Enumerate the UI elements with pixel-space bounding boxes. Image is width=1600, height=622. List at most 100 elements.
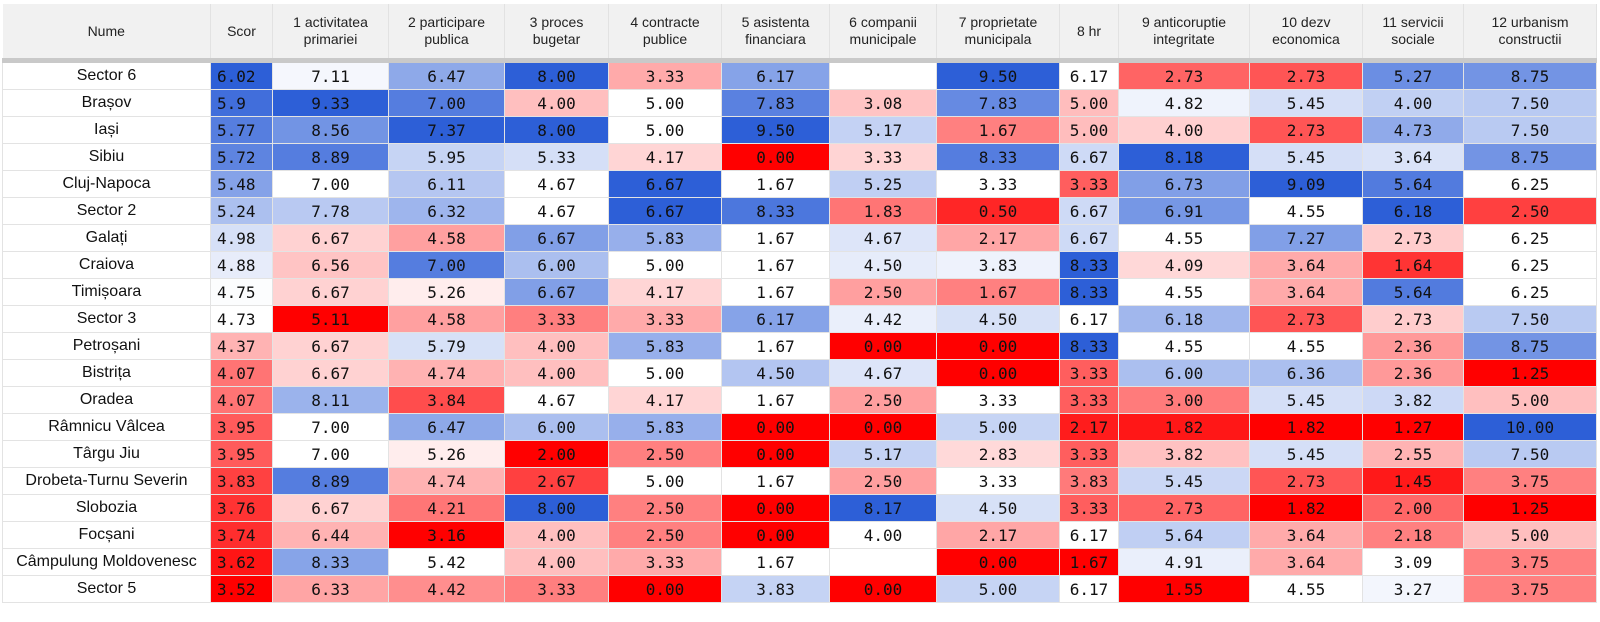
table-row: Bistrița 4.07 6.67 4.74 4.00 5.00 4.50 4.67 0.00…: [2, 359, 1597, 387]
column-header: Nume: [2, 4, 211, 63]
value-cell: 2.50: [608, 494, 722, 522]
column-header: 11 servicii sociale: [1362, 4, 1464, 63]
value-cell: [829, 548, 937, 576]
value-cell: 4.21: [388, 494, 505, 522]
value-cell: 4.09: [1118, 251, 1250, 279]
value-cell: 3.33: [608, 60, 722, 90]
value-cell: 6.17: [721, 60, 830, 90]
column-header: Scor: [210, 4, 273, 63]
value-cell: 5.42: [388, 548, 505, 576]
row-name: Sector 5: [2, 575, 211, 603]
value-cell: 6.18: [1118, 305, 1250, 333]
value-cell: 4.00: [829, 521, 937, 549]
value-cell: 3.62: [210, 548, 273, 576]
value-cell: 7.11: [272, 60, 389, 90]
value-cell: 5.45: [1249, 386, 1363, 414]
value-cell: 8.33: [272, 548, 389, 576]
table-row: Râmnicu Vâlcea 3.95 7.00 6.47 6.00 5.83 0.00 0.…: [2, 413, 1597, 441]
value-cell: 4.17: [608, 143, 722, 171]
value-cell: 6.67: [272, 224, 389, 252]
value-cell: 5.83: [608, 224, 722, 252]
value-cell: 6.25: [1463, 251, 1597, 279]
value-cell: 8.89: [272, 143, 389, 171]
value-cell: 4.50: [936, 494, 1060, 522]
value-cell: 1.67: [721, 224, 830, 252]
value-cell: 3.84: [388, 386, 505, 414]
value-cell: 3.27: [1362, 575, 1464, 603]
value-cell: 6.67: [608, 170, 722, 198]
value-cell: 3.83: [936, 251, 1060, 279]
value-cell: 0.00: [608, 575, 722, 603]
value-cell: 3.09: [1362, 548, 1464, 576]
value-cell: 2.50: [608, 521, 722, 549]
value-cell: 5.11: [272, 305, 389, 333]
value-cell: 5.17: [829, 440, 937, 468]
value-cell: 2.73: [1118, 494, 1250, 522]
value-cell: 2.36: [1362, 332, 1464, 360]
value-cell: 6.67: [272, 359, 389, 387]
table-row: Slobozia 3.76 6.67 4.21 8.00 2.50 0.00 8.17 4.50…: [2, 494, 1597, 522]
table-row: Drobeta-Turnu Severin 3.83 8.89 4.74 2.67 5.0…: [2, 467, 1597, 495]
value-cell: 1.55: [1118, 575, 1250, 603]
value-cell: 4.00: [504, 548, 609, 576]
row-name: Iași: [2, 116, 211, 144]
value-cell: 9.09: [1249, 170, 1363, 198]
value-cell: 6.17: [1059, 305, 1119, 333]
value-cell: 0.50: [936, 197, 1060, 225]
value-cell: 5.00: [1059, 116, 1119, 144]
value-cell: 8.33: [1059, 278, 1119, 306]
value-cell: 3.33: [608, 548, 722, 576]
value-cell: 9.50: [721, 116, 830, 144]
value-cell: 4.00: [504, 332, 609, 360]
row-name: Câmpulung Moldovenesc: [2, 548, 211, 576]
value-cell: 1.45: [1362, 467, 1464, 495]
value-cell: 1.64: [1362, 251, 1464, 279]
value-cell: 3.33: [1059, 359, 1119, 387]
value-cell: 4.91: [1118, 548, 1250, 576]
value-cell: 8.75: [1463, 332, 1597, 360]
value-cell: 8.11: [272, 386, 389, 414]
value-cell: 2.73: [1249, 60, 1363, 90]
value-cell: 10.00: [1463, 413, 1597, 441]
value-cell: 6.67: [272, 494, 389, 522]
value-cell: 0.00: [829, 332, 937, 360]
value-cell: 4.67: [829, 224, 937, 252]
value-cell: 4.07: [210, 386, 273, 414]
table-row: Petroșani 4.37 6.67 5.79 4.00 5.83 1.67 0.00 0.0…: [2, 332, 1597, 360]
value-cell: 6.36: [1249, 359, 1363, 387]
value-cell: 4.58: [388, 305, 505, 333]
value-cell: 8.33: [721, 197, 830, 225]
value-cell: 4.55: [1118, 332, 1250, 360]
value-cell: 9.33: [272, 89, 389, 117]
value-cell: 8.89: [272, 467, 389, 495]
value-cell: 3.64: [1249, 521, 1363, 549]
value-cell: 3.95: [210, 440, 273, 468]
value-cell: 0.00: [721, 494, 830, 522]
value-cell: 3.00: [1118, 386, 1250, 414]
value-cell: 2.50: [829, 278, 937, 306]
value-cell: 5.95: [388, 143, 505, 171]
header-row: Nume Scor 1 activitatea primariei 2 partici…: [2, 4, 1597, 63]
value-cell: 4.50: [721, 359, 830, 387]
column-header: 2 participare publica: [388, 4, 505, 63]
row-name: Craiova: [2, 251, 211, 279]
table-row: Brașov 5.9 9.33 7.00 4.00 5.00 7.83 3.08 7.83 5.0…: [2, 89, 1597, 117]
row-name: Sector 2: [2, 197, 211, 225]
value-cell: 4.00: [504, 359, 609, 387]
value-cell: 1.83: [829, 197, 937, 225]
column-header: 4 contracte publice: [608, 4, 722, 63]
column-header: 1 activitatea primariei: [272, 4, 389, 63]
value-cell: 4.55: [1249, 197, 1363, 225]
table-row: Craiova 4.88 6.56 7.00 6.00 5.00 1.67 4.50 3.83 8…: [2, 251, 1597, 279]
value-cell: 5.00: [1059, 89, 1119, 117]
value-cell: 4.75: [210, 278, 273, 306]
value-cell: 3.33: [1059, 494, 1119, 522]
value-cell: 4.73: [210, 305, 273, 333]
value-cell: 8.00: [504, 494, 609, 522]
value-cell: 3.64: [1249, 251, 1363, 279]
value-cell: 5.27: [1362, 60, 1464, 90]
value-cell: 7.50: [1463, 440, 1597, 468]
value-cell: 6.02: [210, 60, 273, 90]
value-cell: 7.00: [388, 251, 505, 279]
value-cell: 5.00: [608, 89, 722, 117]
